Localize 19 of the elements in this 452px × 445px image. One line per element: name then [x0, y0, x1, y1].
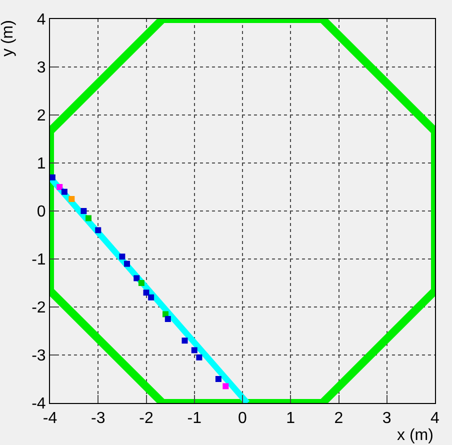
- y-tick-label: 3: [36, 60, 46, 77]
- y-axis-title: y (m): [0, 20, 16, 56]
- y-tick-label: 1: [36, 156, 46, 173]
- y-tick-label: -4: [32, 396, 46, 413]
- y-tick-label: 2: [36, 108, 46, 125]
- y-tick-label: -2: [32, 300, 46, 317]
- x-tick-label: 0: [238, 410, 248, 428]
- x-tick-label: 2: [334, 410, 344, 428]
- x-tick-label: 4: [430, 410, 440, 428]
- y-tick-label: -1: [32, 252, 46, 269]
- x-tick-label: 1: [286, 410, 296, 428]
- x-axis-title: x (m): [397, 427, 434, 444]
- y-tick-label: 4: [36, 12, 46, 29]
- y-tick-label: -3: [32, 348, 46, 365]
- y-tick-label: 0: [36, 204, 46, 221]
- x-tick-label: -3: [91, 410, 106, 428]
- x-tick-label: 3: [382, 410, 392, 428]
- x-tick-label: -1: [187, 410, 202, 428]
- x-tick-label: -2: [139, 410, 154, 428]
